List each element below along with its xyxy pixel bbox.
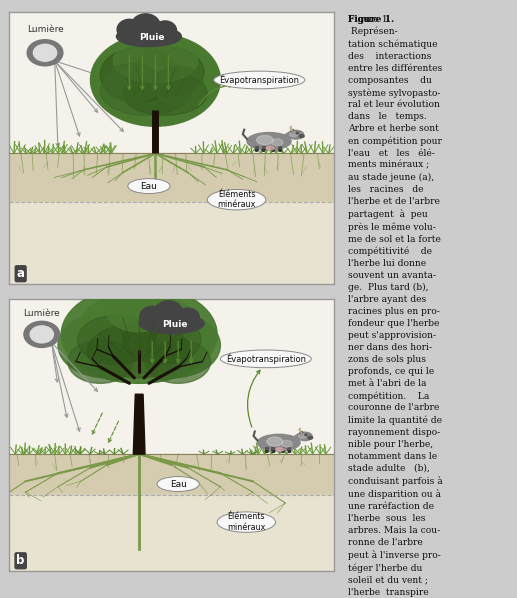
Ellipse shape	[255, 150, 258, 151]
Text: Lumière: Lumière	[27, 25, 64, 34]
Ellipse shape	[133, 47, 204, 96]
Ellipse shape	[90, 33, 220, 126]
Circle shape	[131, 14, 160, 38]
Ellipse shape	[267, 437, 283, 446]
Ellipse shape	[272, 451, 275, 452]
Ellipse shape	[299, 135, 304, 138]
Ellipse shape	[123, 313, 220, 378]
Text: Évapotranspiration: Évapotranspiration	[219, 75, 299, 86]
Ellipse shape	[207, 190, 266, 210]
Ellipse shape	[279, 150, 281, 151]
Ellipse shape	[146, 340, 210, 383]
Ellipse shape	[107, 294, 172, 332]
Text: Figure 1.: Figure 1.	[348, 15, 394, 24]
Text: Pluie: Pluie	[140, 33, 165, 42]
Text: Éléments
minéraux: Éléments minéraux	[217, 190, 256, 209]
Text: Eau: Eau	[170, 480, 187, 489]
Ellipse shape	[291, 130, 294, 133]
Text: Pluie: Pluie	[162, 321, 188, 329]
Ellipse shape	[152, 66, 204, 105]
Ellipse shape	[81, 296, 172, 350]
Ellipse shape	[308, 437, 313, 439]
Ellipse shape	[103, 63, 162, 102]
Ellipse shape	[300, 431, 303, 435]
Ellipse shape	[276, 448, 284, 451]
Text: Eau: Eau	[141, 182, 157, 191]
Ellipse shape	[220, 350, 311, 368]
Ellipse shape	[257, 434, 300, 451]
Ellipse shape	[157, 477, 199, 492]
Ellipse shape	[217, 512, 276, 532]
Ellipse shape	[100, 66, 191, 115]
Text: a: a	[17, 267, 25, 280]
Ellipse shape	[272, 150, 275, 151]
Ellipse shape	[266, 147, 275, 150]
Ellipse shape	[247, 133, 291, 150]
Circle shape	[117, 19, 142, 40]
Ellipse shape	[128, 179, 170, 194]
Ellipse shape	[288, 130, 303, 139]
Ellipse shape	[139, 313, 204, 334]
Text: Éléments
minéraux: Éléments minéraux	[227, 512, 266, 532]
Ellipse shape	[256, 135, 273, 145]
Ellipse shape	[299, 434, 307, 438]
Ellipse shape	[87, 324, 191, 378]
Ellipse shape	[281, 441, 292, 447]
Text: Lumière: Lumière	[23, 309, 60, 319]
Ellipse shape	[58, 313, 156, 378]
Ellipse shape	[272, 139, 283, 146]
Circle shape	[154, 301, 183, 325]
Text: Évapotranspiration: Évapotranspiration	[226, 353, 306, 364]
Circle shape	[176, 308, 199, 327]
Text: b: b	[17, 554, 25, 568]
Ellipse shape	[24, 321, 59, 347]
Ellipse shape	[78, 315, 156, 364]
Ellipse shape	[68, 340, 133, 383]
Ellipse shape	[113, 39, 197, 83]
Ellipse shape	[265, 451, 268, 452]
Ellipse shape	[27, 39, 63, 66]
Ellipse shape	[30, 326, 53, 343]
Ellipse shape	[290, 132, 298, 136]
Text: Figure 1.
 Représen-
tation schématique
des    interactions
entre les différente: Figure 1. Représen- tation schématique d…	[348, 15, 443, 598]
Ellipse shape	[100, 47, 178, 102]
Polygon shape	[133, 394, 145, 454]
Ellipse shape	[288, 451, 291, 452]
Ellipse shape	[34, 44, 57, 61]
Ellipse shape	[123, 72, 207, 115]
Ellipse shape	[214, 71, 305, 89]
Ellipse shape	[61, 285, 217, 383]
Ellipse shape	[262, 150, 265, 151]
Ellipse shape	[298, 432, 312, 441]
Ellipse shape	[123, 315, 201, 364]
Circle shape	[305, 434, 307, 436]
Circle shape	[154, 21, 176, 40]
Ellipse shape	[281, 451, 284, 452]
Circle shape	[296, 132, 298, 134]
Circle shape	[140, 306, 164, 327]
Ellipse shape	[107, 296, 197, 350]
Ellipse shape	[116, 26, 181, 47]
